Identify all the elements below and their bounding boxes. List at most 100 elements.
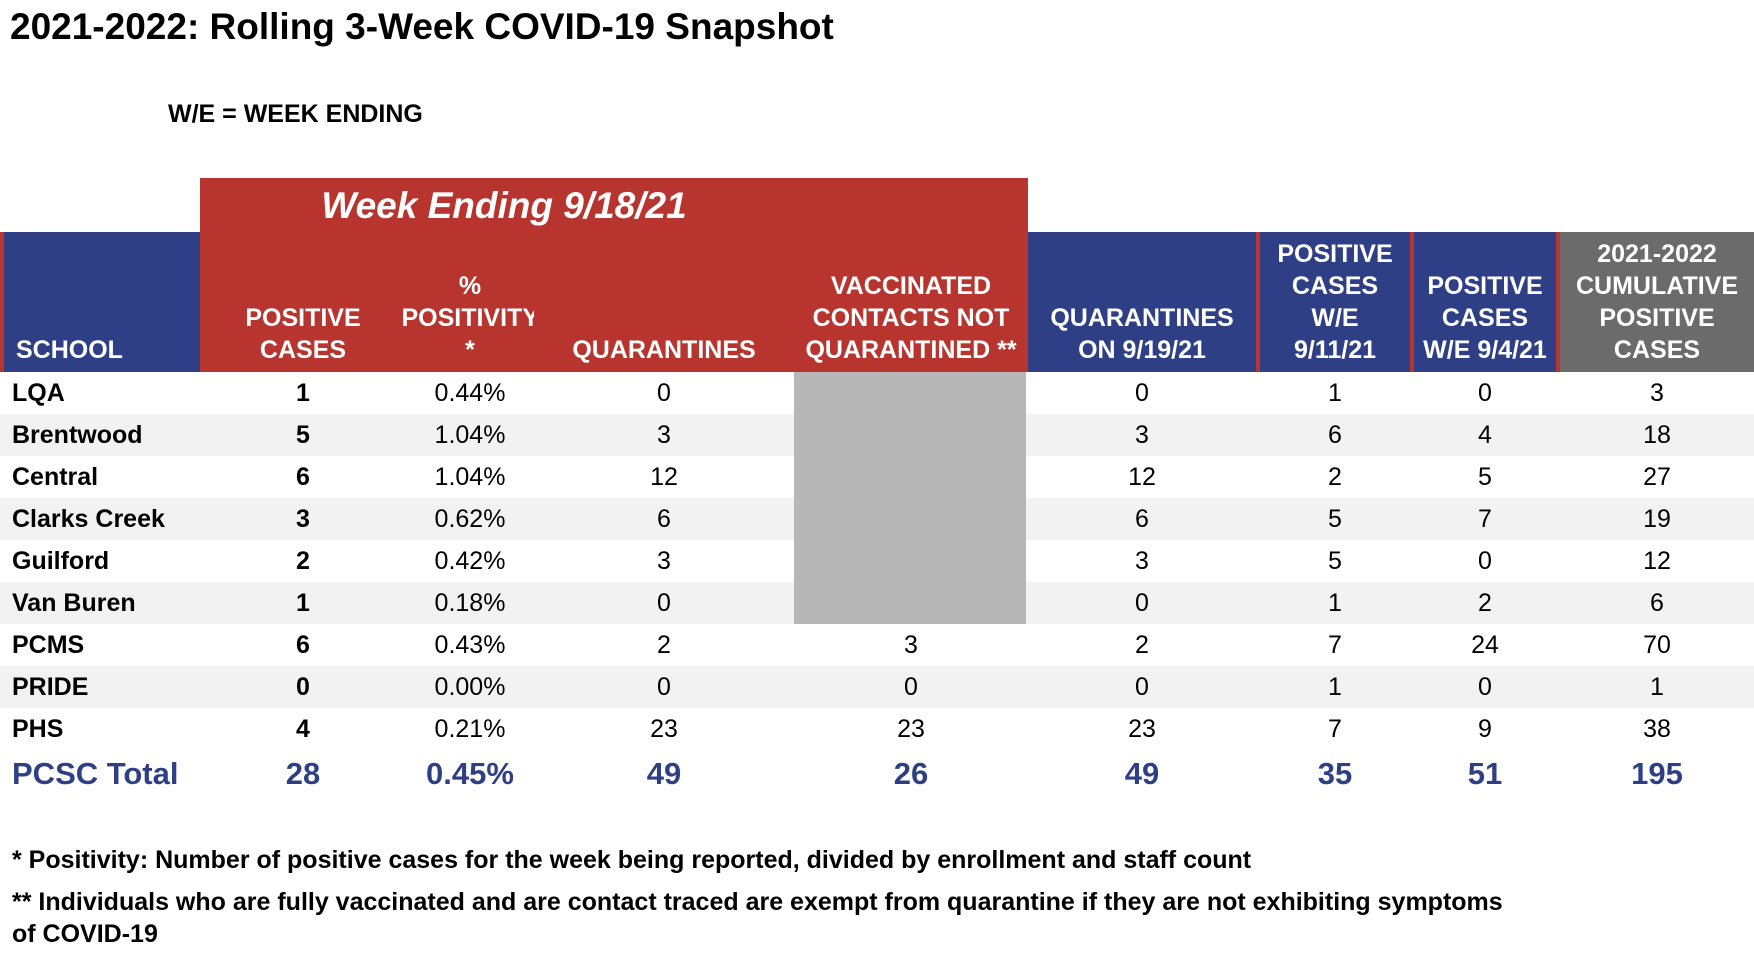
cell-quar-on: 6 <box>1135 505 1149 533</box>
cell-pos-94: 4 <box>1478 421 1492 449</box>
cell-quarantines: 12 <box>650 463 678 491</box>
cell-quarantines: 3 <box>657 421 671 449</box>
cell-vaccinated: 3 <box>904 631 918 659</box>
cell-cumulative: 38 <box>1643 715 1671 743</box>
cell-quarantines: 0 <box>657 379 671 407</box>
header-quarantines: QUARANTINES <box>534 232 794 372</box>
cell-pos-94: 2 <box>1478 589 1492 617</box>
header-pos-911: POSITIVE CASES W/E 9/11/21 <box>1256 232 1410 372</box>
footnote-vaccinated: ** Individuals who are fully vaccinated … <box>12 888 1503 948</box>
cell-positive: 0 <box>296 673 310 701</box>
cell-quarantines: 0 <box>657 673 671 701</box>
cell-school: PRIDE <box>12 673 89 701</box>
cell-positivity: 1.04% <box>434 421 506 449</box>
cell-pos-911: 1 <box>1328 379 1342 407</box>
total-quarantines: 49 <box>646 756 682 791</box>
cell-school: PCMS <box>12 631 85 659</box>
cell-pos-911: 1 <box>1328 673 1342 701</box>
header-vaccinated: VACCINATED CONTACTS NOT QUARANTINED ** <box>794 232 1028 372</box>
cell-cumulative: 70 <box>1643 631 1671 659</box>
total-cumulative: 195 <box>1631 756 1683 791</box>
cell-cumulative: 27 <box>1643 463 1671 491</box>
cell-cumulative: 19 <box>1643 505 1671 533</box>
cell-quar-on: 0 <box>1135 673 1149 701</box>
cell-pos-94: 7 <box>1478 505 1492 533</box>
header-pos-94: POSITIVE CASES W/E 9/4/21 <box>1410 232 1556 372</box>
table-row: PCMS 6 0.43% 2 3 2 7 24 70 <box>0 624 1754 666</box>
cell-quar-on: 0 <box>1135 589 1149 617</box>
cell-positivity: 0.42% <box>434 547 506 575</box>
cell-quarantines: 23 <box>650 715 678 743</box>
cell-cumulative: 6 <box>1650 589 1664 617</box>
cell-positive: 4 <box>296 715 310 743</box>
cell-pos-911: 1 <box>1328 589 1342 617</box>
cell-cumulative: 3 <box>1650 379 1664 407</box>
cell-cumulative: 12 <box>1643 547 1671 575</box>
cell-positive: 1 <box>296 589 310 617</box>
table-row: Central 6 1.04% 12 12 2 5 27 <box>0 456 1754 498</box>
total-quar-on: 49 <box>1124 756 1160 791</box>
cell-positive: 1 <box>296 379 310 407</box>
cell-positivity: 0.44% <box>434 379 506 407</box>
cell-pos-911: 7 <box>1328 715 1342 743</box>
cell-pos-911: 5 <box>1328 505 1342 533</box>
header-pos-94-label: POSITIVE CASES W/E 9/4/21 <box>1423 272 1547 364</box>
cell-school: Guilford <box>12 547 110 575</box>
cell-pos-911: 7 <box>1328 631 1342 659</box>
header-quarantines-on-label: QUARANTINES ON 9/19/21 <box>1050 304 1234 364</box>
cell-pos-94: 5 <box>1478 463 1492 491</box>
header-school: SCHOOL <box>0 232 200 372</box>
cell-pos-911: 6 <box>1328 421 1342 449</box>
header-cumulative-label: 2021-2022 CUMULATIVE POSITIVE CASES <box>1575 240 1739 364</box>
cell-positive: 2 <box>296 547 310 575</box>
cell-positivity: 0.00% <box>434 673 506 701</box>
table-row: PHS 4 0.21% 23 23 23 7 9 38 <box>0 708 1754 750</box>
cell-positivity: 0.62% <box>434 505 506 533</box>
header-cumulative: 2021-2022 CUMULATIVE POSITIVE CASES <box>1556 232 1754 372</box>
cell-quar-on: 2 <box>1135 631 1149 659</box>
header-quarantines-on: QUARANTINES ON 9/19/21 <box>1028 232 1256 372</box>
cell-positivity: 1.04% <box>434 463 506 491</box>
total-pos-94: 51 <box>1467 756 1503 791</box>
table-row: Guilford 2 0.42% 3 3 5 0 12 <box>0 540 1754 582</box>
cell-pos-94: 9 <box>1478 715 1492 743</box>
header-vaccinated-label: VACCINATED CONTACTS NOT QUARANTINED ** <box>805 272 1017 364</box>
cell-positivity: 0.21% <box>434 715 506 743</box>
cell-pos-94: 0 <box>1478 673 1492 701</box>
cell-quar-on: 3 <box>1135 421 1149 449</box>
week-banner: Week Ending 9/18/21 <box>200 178 1028 233</box>
total-positivity: 0.45% <box>426 756 514 791</box>
cell-quar-on: 3 <box>1135 547 1149 575</box>
header-positive-cases: POSITIVE CASES <box>200 232 406 372</box>
cell-quarantines: 2 <box>657 631 671 659</box>
cell-quar-on: 0 <box>1135 379 1149 407</box>
cell-vaccinated: 23 <box>897 715 925 743</box>
header-pos-911-label: POSITIVE CASES W/E 9/11/21 <box>1277 240 1393 364</box>
header-positivity: % POSITIVITY * <box>401 232 539 372</box>
cell-cumulative: 1 <box>1650 673 1664 701</box>
total-school: PCSC Total <box>12 756 179 791</box>
cell-quarantines: 3 <box>657 547 671 575</box>
header-positive-cases-label: POSITIVE CASES <box>245 304 361 364</box>
cell-positivity: 0.43% <box>434 631 506 659</box>
cell-school: Central <box>12 463 99 491</box>
cell-positive: 3 <box>296 505 310 533</box>
table-row: PRIDE 0 0.00% 0 0 0 1 0 1 <box>0 666 1754 708</box>
footnote-positivity: * Positivity: Number of positive cases f… <box>12 846 1252 874</box>
cell-pos-94: 0 <box>1478 379 1492 407</box>
redacted-block <box>794 372 1026 624</box>
cell-positivity: 0.18% <box>434 589 506 617</box>
cell-school: Van Buren <box>12 589 136 617</box>
total-positive: 28 <box>285 756 321 791</box>
cell-quar-on: 23 <box>1128 715 1156 743</box>
header-positivity-label: % POSITIVITY * <box>401 272 539 364</box>
cell-positive: 5 <box>296 421 310 449</box>
cell-quarantines: 6 <box>657 505 671 533</box>
cell-school: LQA <box>12 379 65 407</box>
cell-pos-911: 2 <box>1328 463 1342 491</box>
cell-positive: 6 <box>296 463 310 491</box>
cell-school: PHS <box>12 715 64 743</box>
cell-pos-911: 5 <box>1328 547 1342 575</box>
cell-school: Brentwood <box>12 421 143 449</box>
cell-quarantines: 0 <box>657 589 671 617</box>
